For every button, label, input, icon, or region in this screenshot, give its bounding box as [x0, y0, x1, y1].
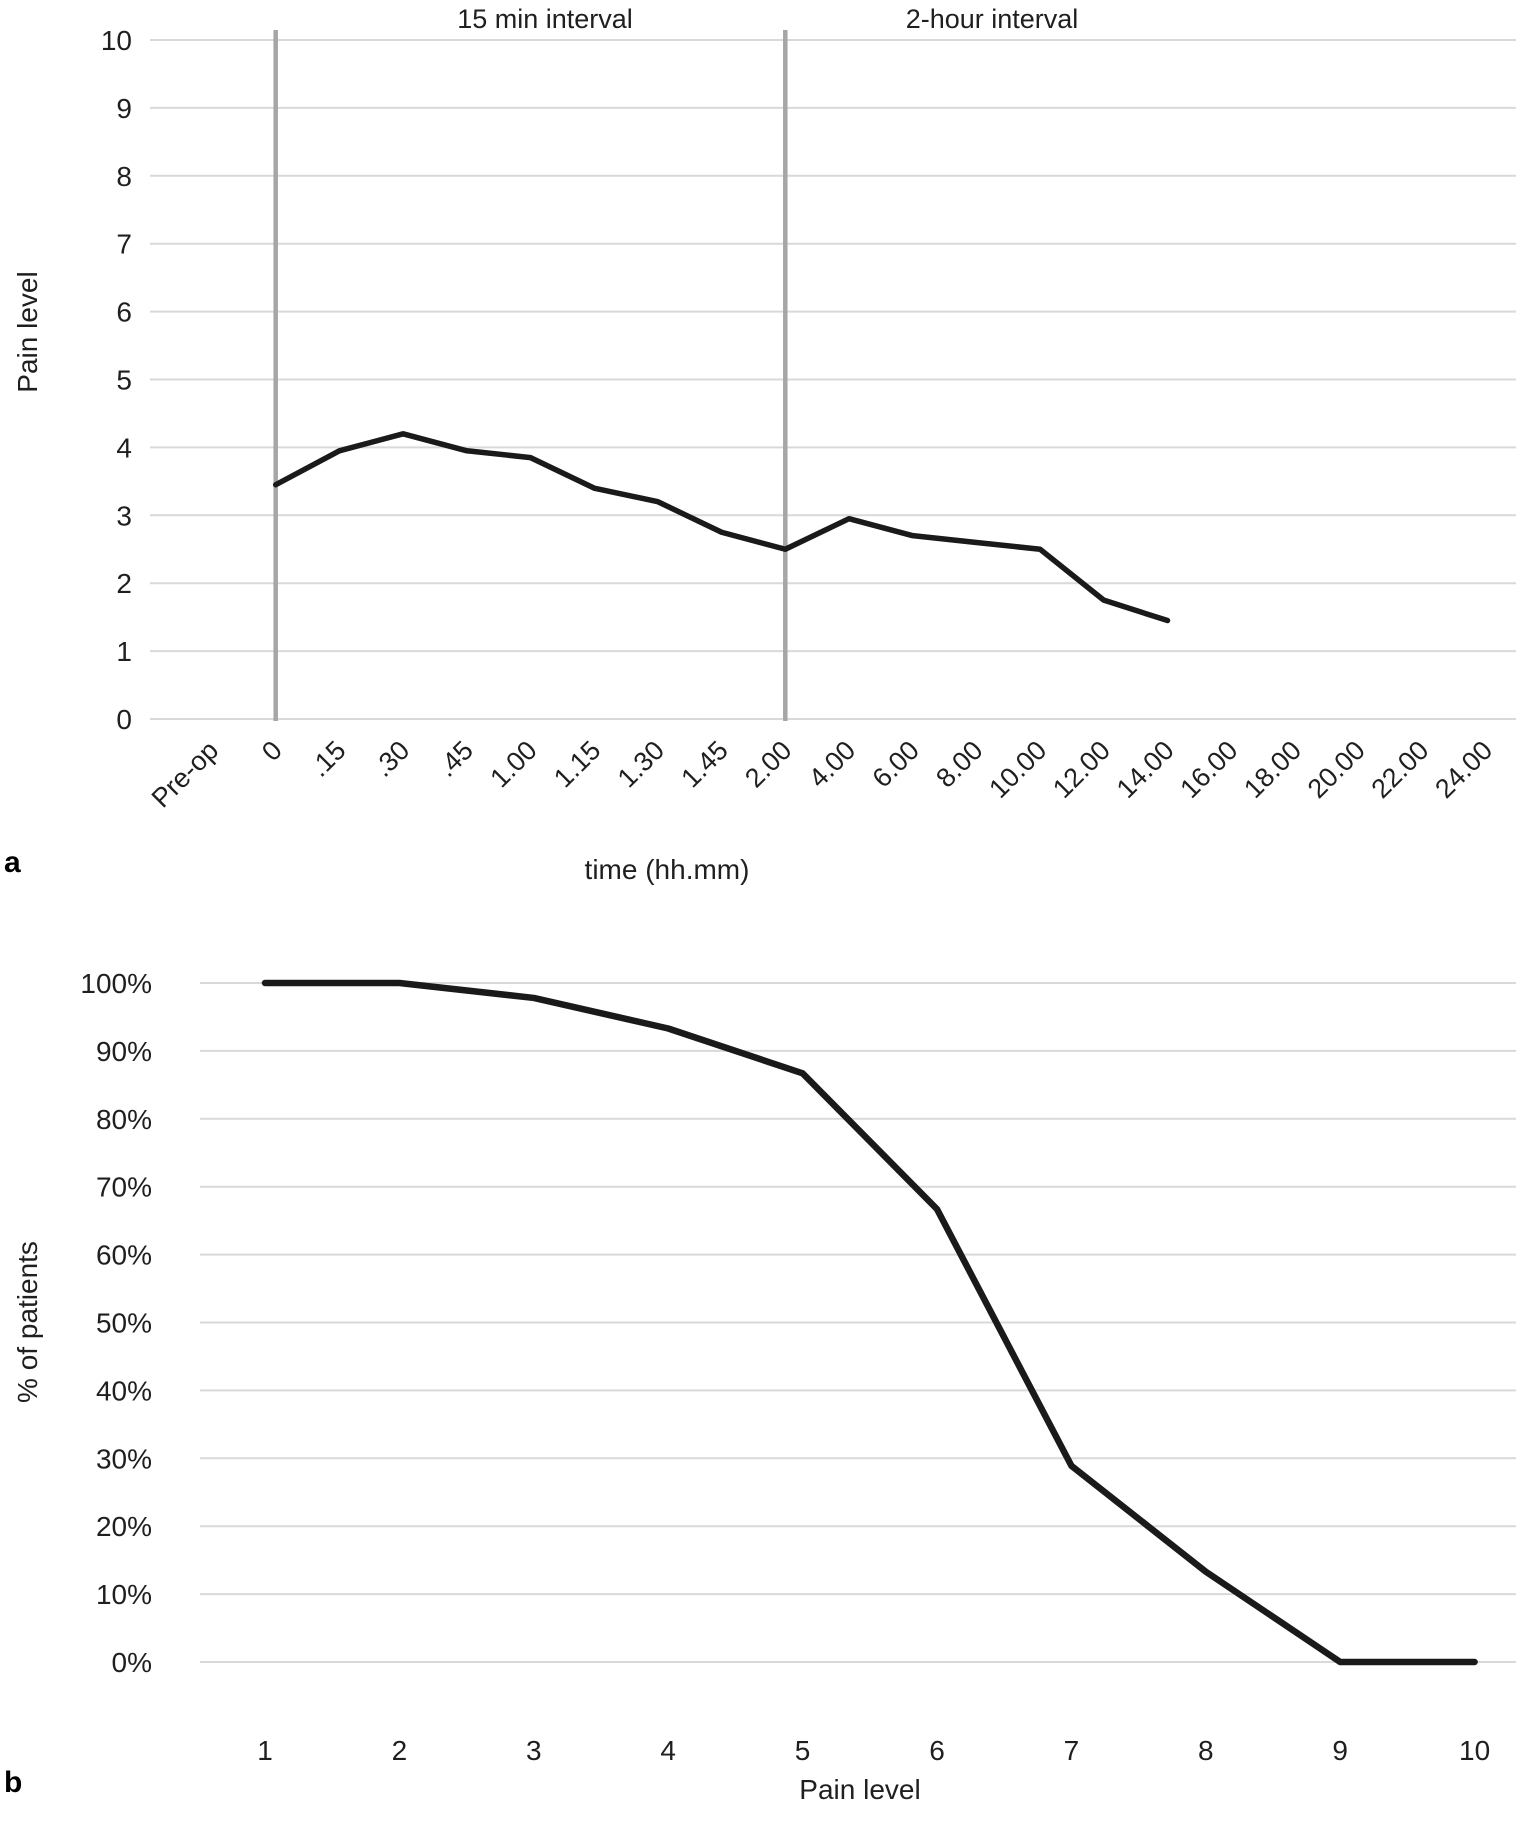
- y-tick-label: 80%: [96, 1104, 152, 1135]
- x-tick-label: 1.00: [484, 735, 542, 793]
- x-tick-label: 10: [1459, 1735, 1490, 1766]
- x-tick-label: 10.00: [983, 735, 1052, 804]
- x-tick-label: 1.15: [548, 735, 606, 793]
- y-tick-label: 90%: [96, 1036, 152, 1067]
- x-tick-label: 1.45: [675, 735, 733, 793]
- x-tick-label: 8: [1198, 1735, 1214, 1766]
- x-tick-label: 1: [257, 1735, 273, 1766]
- y-tick-label: 5: [116, 365, 132, 396]
- y-tick-label: 60%: [96, 1240, 152, 1271]
- x-tick-label: 8.00: [930, 735, 988, 793]
- y-tick-label: 10: [101, 25, 132, 56]
- y-tick-label: 1: [116, 636, 132, 667]
- interval-title-2hour: 2-hour interval: [905, 4, 1079, 34]
- y-tick-label: 6: [116, 297, 132, 328]
- panel-b-x-axis-title: Pain level: [799, 1774, 921, 1805]
- panel-a-y-axis-title: Pain level: [12, 271, 43, 393]
- panel-a-label: a: [4, 846, 21, 879]
- y-tick-label: 70%: [96, 1172, 152, 1203]
- y-tick-label: 50%: [96, 1308, 152, 1339]
- x-tick-label: 4.00: [803, 735, 861, 793]
- y-tick-label: 4: [116, 432, 132, 463]
- panel-b-label: b: [4, 1766, 23, 1799]
- y-tick-label: 0: [116, 704, 132, 735]
- x-tick-label: 0: [256, 735, 288, 767]
- panel-a-x-axis-title: time (hh.mm): [584, 854, 750, 885]
- panel-a-y-tick-labels: 0 1 2 3 4 5 6 7 8 9 10: [101, 25, 132, 735]
- y-tick-label: 20%: [96, 1511, 152, 1542]
- x-tick-label: .15: [304, 735, 352, 783]
- x-tick-label: 12.00: [1047, 735, 1116, 804]
- x-tick-label: 22.00: [1366, 735, 1435, 804]
- x-tick-label: Pre-op: [146, 735, 225, 814]
- y-tick-label: 30%: [96, 1443, 152, 1474]
- x-tick-label: 24.00: [1429, 735, 1498, 804]
- x-tick-label: 7: [1064, 1735, 1080, 1766]
- y-tick-label: 2: [116, 568, 132, 599]
- panel-b-y-axis-title: % of patients: [12, 1241, 43, 1403]
- x-tick-label: 6.00: [867, 735, 925, 793]
- x-tick-label: 6: [929, 1735, 945, 1766]
- panel-a-x-tick-labels: Pre-op 0 .15 .30 .45 1.00 1.15 1.30 1.45 2.00 4.00…: [146, 735, 1499, 814]
- y-tick-label: 9: [116, 93, 132, 124]
- x-tick-label: 9: [1332, 1735, 1348, 1766]
- panel-b-x-tick-labels: 1 2 3 4 5 6 7 8 9 10: [257, 1735, 1490, 1766]
- y-tick-label: 3: [116, 500, 132, 531]
- percent-patients-by-pain-line: [261, 979, 1478, 1666]
- panel-b-gridlines: [200, 982, 1516, 1663]
- panel-a-gridlines: [150, 39, 1516, 720]
- panel-b-y-tick-labels: 0% 10% 20% 30% 40% 50% 60% 70% 80% 90% 100%: [80, 968, 152, 1678]
- x-tick-label: .45: [431, 735, 479, 783]
- panel-b-chart: 0% 10% 20% 30% 40% 50% 60% 70% 80% 90% 100% 1 2 3 4 5 6 7…: [80, 968, 1516, 1766]
- panel-a-chart: 0 1 2 3 4 5 6 7 8 9 10 Pre-op 0 .15 .30 .45 1.00 1.15 1.30…: [101, 25, 1516, 814]
- x-tick-label: 1.30: [612, 735, 670, 793]
- x-tick-label: 4: [660, 1735, 676, 1766]
- x-tick-label: 20.00: [1302, 735, 1371, 804]
- pain-level-over-time-line: [272, 431, 1171, 624]
- y-tick-label: 0%: [112, 1647, 152, 1678]
- x-tick-label: 2.00: [739, 735, 797, 793]
- x-tick-label: 18.00: [1238, 735, 1307, 804]
- x-tick-label: 3: [526, 1735, 542, 1766]
- y-tick-label: 40%: [96, 1375, 152, 1406]
- y-tick-label: 7: [116, 229, 132, 260]
- y-tick-label: 10%: [96, 1579, 152, 1610]
- interval-title-15min: 15 min interval: [457, 4, 633, 34]
- x-tick-label: 14.00: [1111, 735, 1180, 804]
- y-tick-label: 8: [116, 161, 132, 192]
- x-tick-label: .30: [368, 735, 416, 783]
- x-tick-label: 5: [795, 1735, 811, 1766]
- y-tick-label: 100%: [80, 968, 152, 999]
- x-tick-label: 16.00: [1174, 735, 1243, 804]
- x-tick-label: 2: [392, 1735, 408, 1766]
